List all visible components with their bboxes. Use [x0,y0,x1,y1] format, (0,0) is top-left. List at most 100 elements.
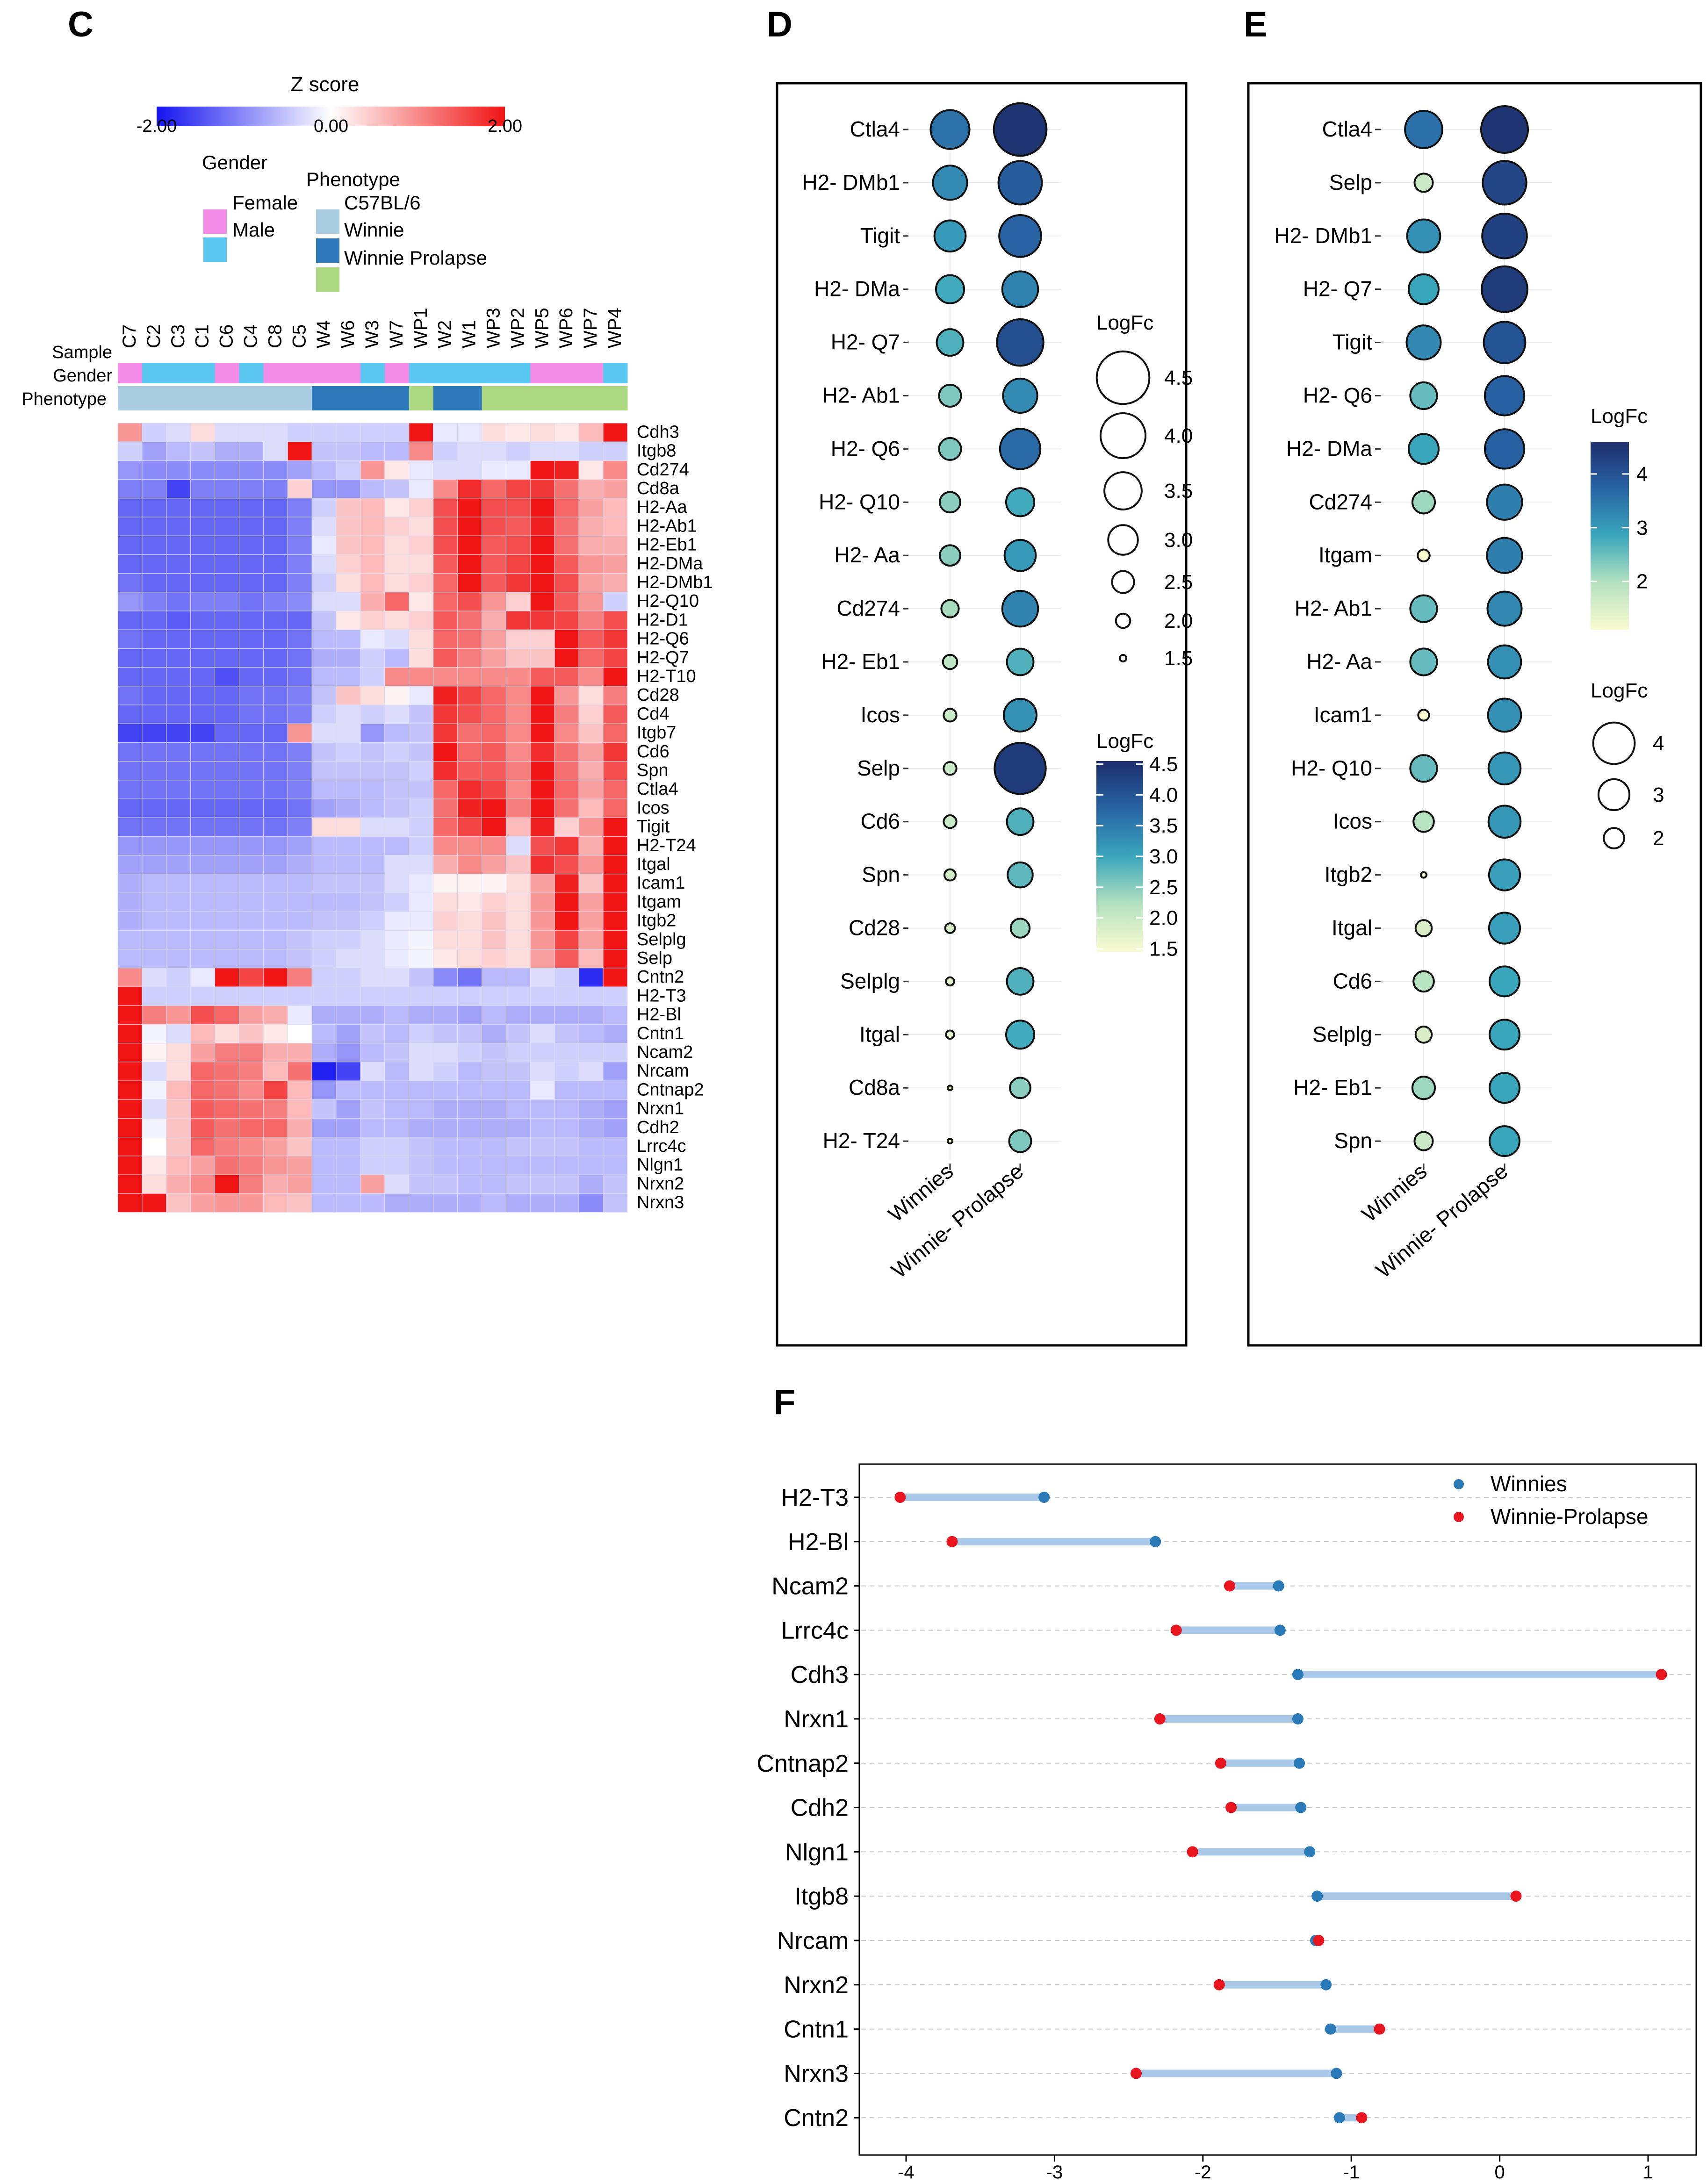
heatmap-cell [287,855,312,875]
panel-d-frame [776,82,1188,1347]
heatmap-cell [409,1005,434,1025]
phenotype-cell [288,386,312,410]
heatmap-cell [505,479,531,499]
gene-label: H2-Aa [637,497,688,517]
heatmap-cell [384,1005,410,1025]
heatmap-cell [190,1174,216,1194]
heatmap-cell [311,592,337,611]
heatmap-cell [215,686,240,705]
gene-label: H2- DMa [814,277,900,301]
heatmap-cell [239,855,264,875]
heatmap-cell [190,1137,216,1157]
gene-label: H2-T24 [637,836,696,855]
gene-label: Itgal [859,1022,900,1046]
heatmap-cell [287,1156,312,1175]
heatmap-cell [239,723,264,743]
heatmap-cell [409,1043,434,1063]
gene-label: Itgb2 [1325,862,1372,887]
heatmap-cell [142,968,167,987]
dot-winnies [1325,2023,1336,2035]
heatmap-cell [360,592,385,611]
heatmap-cell [505,949,531,969]
heatmap-cell [190,855,216,875]
heatmap-cell [384,1062,410,1081]
heatmap-cell [482,1099,506,1119]
heatmap-cell [433,874,458,893]
heatmap-cell [433,892,458,912]
sample-labels: C7 C2 C3 C1 C6 C4 C8 C5 W4 W6 W3 W7 WP1 W2 W1 WP3 WP2 WP5… [119,308,625,348]
heatmap-cell [457,892,482,912]
heatmap-cell [336,460,361,480]
gene-label: Ctla4 [850,117,900,141]
heatmap-cell [311,1062,337,1081]
heatmap-cell [117,874,143,893]
heatmap-cell [166,986,191,1006]
dot-winnie-prolapse [1489,1072,1520,1104]
heatmap-cell [530,517,555,536]
heatmap-cell [482,667,506,687]
heatmap-cell [190,1156,216,1175]
heatmap-cell [433,968,458,987]
heatmap-cell [336,780,361,799]
heatmap-cell [166,704,191,724]
gene-label: H2- DMb1 [802,170,900,194]
heatmap-cell [603,911,628,931]
heatmap-cell [482,855,506,875]
gene-label: Cd4 [637,704,670,724]
heatmap-cell [505,986,531,1006]
heatmap-cell [482,892,506,912]
dot-winnie-prolapse [1187,1846,1198,1858]
heatmap-cell [336,517,361,536]
heatmap-cell [603,1174,628,1194]
dot-winnie-prolapse [1313,1935,1325,1946]
heatmap-cell [505,1137,531,1157]
heatmap-cell [457,1024,482,1044]
dot-winnie-prolapse [1488,912,1521,945]
heatmap-cell [554,1137,579,1157]
heatmap-cell [457,423,482,442]
heatmap-cell [360,611,385,630]
heatmap-cell [603,1156,628,1175]
size-legend-label: 1.5 [1164,647,1193,670]
heatmap-cell [482,817,506,837]
heatmap-cell [554,1174,579,1194]
dot-winnie-prolapse [1008,1129,1032,1153]
heatmap-cell [311,855,337,875]
dot-winnies [1411,1076,1436,1100]
heatmap-cell [409,911,434,931]
heatmap-cell [554,723,579,743]
heatmap-cell [603,441,628,461]
size-legend-label: 4.5 [1164,366,1193,389]
heatmap-cell [457,667,482,687]
heatmap-cell [457,1193,482,1213]
heatmap-cell [482,1005,506,1025]
gene-label: Lrrc4c [781,1617,849,1644]
heatmap-cell [530,479,555,499]
legend-swatch-winnie [316,238,339,263]
dot-winnie-prolapse [1481,213,1528,259]
dot-winnies [1414,1026,1433,1044]
heatmap-cell [117,836,143,856]
heatmap-cell [190,667,216,687]
heatmap-cell [215,1118,240,1138]
dot-winnies [1409,647,1438,676]
heatmap-cell [530,1193,555,1213]
phenotype-cell [384,386,410,410]
legend-label-female: Female [232,192,298,214]
gene-label: Cntn1 [784,2016,849,2043]
heatmap-cell [457,1137,482,1157]
gene-label: H2- Eb1 [1293,1075,1372,1099]
sample-label: WP6 [556,308,576,348]
dot-winnies [938,437,962,461]
dot-winnies [1408,433,1440,465]
heatmap-cell [554,780,579,799]
heatmap-cell [409,517,434,536]
heatmap-cell [578,780,604,799]
heatmap-cell [311,949,337,969]
heatmap-cell [360,817,385,837]
heatmap-cell [384,1174,410,1194]
gene-label: H2-D1 [637,610,688,630]
size-legend-circle [1597,778,1631,812]
heatmap-cell [384,648,410,668]
heatmap-cell [457,1062,482,1081]
